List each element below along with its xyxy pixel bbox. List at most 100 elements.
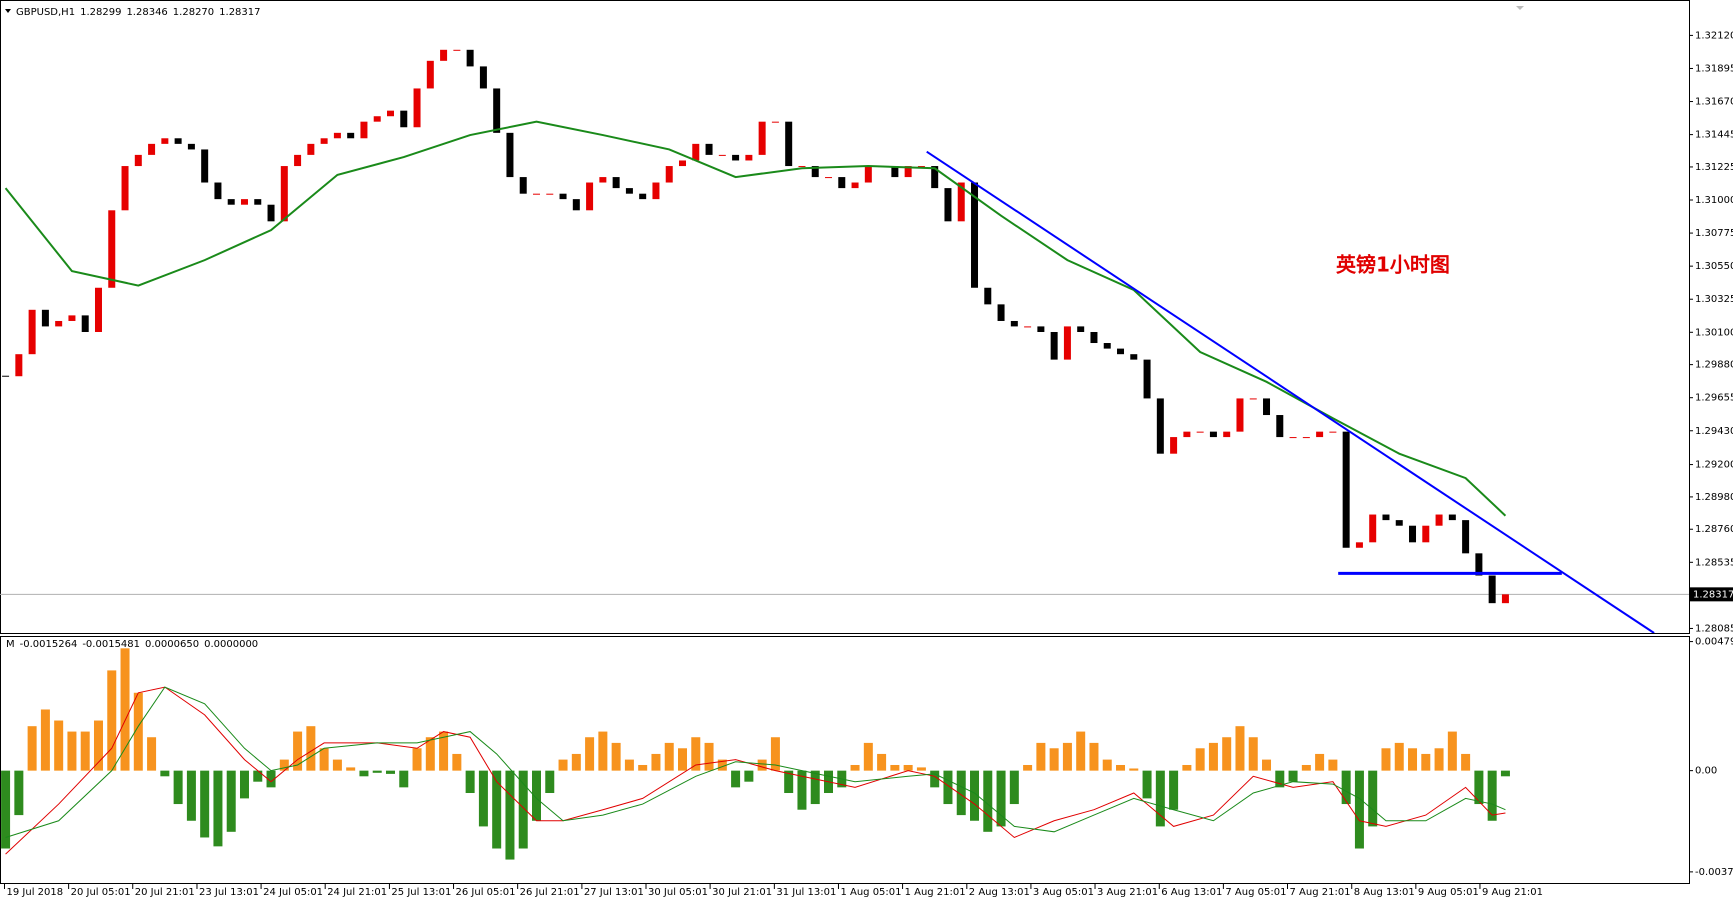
- histogram-bar: [970, 770, 980, 821]
- candle: [148, 143, 156, 155]
- histogram-bar: [571, 753, 581, 771]
- x-tick-label: 7 Aug 05:01: [1225, 887, 1286, 898]
- histogram-bar: [346, 767, 356, 771]
- moving-average: [4, 120, 1507, 517]
- histogram-bar: [1089, 742, 1099, 771]
- candle: [1382, 514, 1390, 521]
- histogram-bar: [465, 770, 475, 794]
- histogram-bar: [1, 770, 11, 849]
- candle: [1090, 331, 1098, 344]
- candle: [612, 177, 620, 189]
- candle: [745, 154, 753, 161]
- candle: [1130, 354, 1138, 360]
- candle: [15, 354, 23, 377]
- x-tick-label: 26 Jul 21:01: [520, 887, 580, 898]
- histogram-bar: [1262, 759, 1272, 771]
- histogram-bar: [1076, 731, 1086, 771]
- x-tick-label: 24 Jul 21:01: [327, 887, 387, 898]
- x-tick-label: 20 Jul 05:01: [71, 887, 131, 898]
- histogram-bar: [80, 731, 90, 771]
- histogram-bar: [996, 770, 1006, 827]
- candle: [201, 149, 209, 183]
- histogram-bar: [744, 770, 754, 782]
- y-tick-label: 0.00: [1695, 766, 1717, 777]
- candle: [294, 154, 302, 167]
- histogram-bar: [54, 720, 64, 771]
- candle: [1143, 359, 1151, 399]
- candle: [174, 138, 182, 144]
- menu-arrow[interactable]: [5, 9, 11, 13]
- histogram-bar: [916, 767, 926, 771]
- candle: [1448, 514, 1456, 521]
- y-tick-label: 1.28980: [1695, 492, 1733, 503]
- panel-header: GBPUSD,H1 1.28299 1.28346 1.28270 1.28317: [16, 7, 261, 18]
- candle: [81, 315, 89, 332]
- y-tick-label: 1.30100: [1695, 327, 1733, 338]
- candle: [453, 49, 461, 51]
- y-tick-label: 1.31895: [1695, 63, 1733, 74]
- candle: [1409, 525, 1417, 543]
- x-tick-label: 24 Jul 05:01: [263, 887, 323, 898]
- scroll-arrow[interactable]: [1516, 6, 1524, 10]
- candle: [732, 154, 740, 161]
- y-tick-label: 0.004790: [1695, 637, 1733, 648]
- trend-line: [926, 150, 1655, 633]
- histogram-bar: [850, 764, 860, 771]
- histogram-bar: [478, 770, 488, 827]
- candle: [347, 132, 355, 139]
- histogram-bar: [279, 759, 289, 771]
- candle: [1422, 525, 1430, 543]
- histogram-bar: [943, 770, 953, 805]
- candle: [1342, 431, 1350, 548]
- histogram-bar: [1434, 748, 1444, 771]
- candle: [1462, 520, 1470, 554]
- histogram-bar: [983, 770, 993, 832]
- histogram-bar: [1235, 726, 1245, 771]
- candle: [692, 143, 700, 161]
- histogram-bar: [319, 748, 329, 771]
- x-tick-label: 9 Aug 21:01: [1482, 887, 1543, 898]
- candle: [1475, 553, 1483, 576]
- candle: [466, 49, 474, 67]
- symbol: GBPUSD,H1: [16, 7, 75, 18]
- histogram-bar: [1368, 770, 1378, 827]
- histogram-bar: [598, 731, 608, 771]
- x-tick-label: 2 Aug 13:01: [969, 887, 1030, 898]
- x-tick-label: 7 Aug 21:01: [1289, 887, 1350, 898]
- y-tick-label: 1.28085: [1695, 623, 1733, 634]
- y-tick-label: 1.29880: [1695, 360, 1733, 371]
- x-tick-label: 30 Jul 05:01: [648, 887, 708, 898]
- x-tick-label: 25 Jul 13:01: [391, 887, 451, 898]
- candle: [1435, 514, 1443, 526]
- candle: [838, 177, 846, 189]
- histogram-bar: [1288, 770, 1298, 782]
- histogram-bar: [1195, 748, 1205, 771]
- candle: [519, 177, 527, 194]
- y-tick-label: 1.31445: [1695, 130, 1733, 141]
- candle: [1329, 431, 1337, 433]
- histogram-bar: [492, 770, 502, 849]
- histogram-bar: [1500, 770, 1510, 777]
- candle: [1289, 437, 1297, 439]
- histogram-bar: [638, 764, 648, 771]
- histogram-bar: [545, 770, 555, 794]
- histogram-bar: [385, 770, 395, 774]
- y-tick-label: 1.30775: [1695, 228, 1733, 239]
- candle: [108, 210, 116, 288]
- histogram-bar: [863, 742, 873, 771]
- candle: [1050, 331, 1058, 360]
- histogram-bar: [239, 770, 249, 799]
- candle: [944, 188, 952, 222]
- candle: [586, 182, 594, 211]
- x-tick-label: 27 Jul 13:01: [584, 887, 644, 898]
- histogram-bar: [399, 770, 409, 788]
- candle: [187, 143, 195, 150]
- x-tick-label: 3 Aug 21:01: [1097, 887, 1158, 898]
- candle: [1276, 415, 1284, 438]
- candle: [904, 166, 912, 178]
- histogram-bar: [1062, 742, 1072, 771]
- histogram-bar: [1421, 753, 1431, 771]
- candle: [440, 49, 448, 61]
- candle: [718, 154, 726, 156]
- candle: [625, 188, 633, 194]
